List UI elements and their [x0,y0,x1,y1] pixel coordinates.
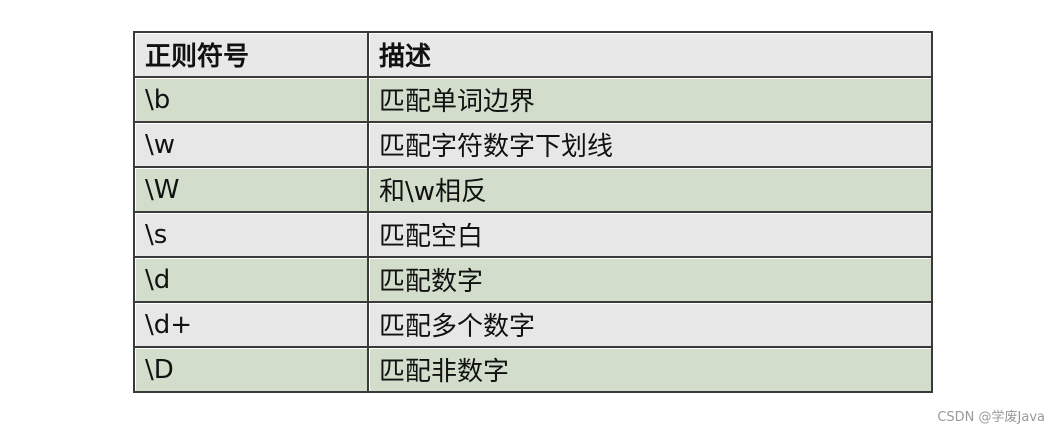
symbol-cell: \d+ [133,301,369,348]
symbol-cell: \D [133,346,369,393]
table-row: \W 和\w相反 [133,166,933,213]
symbol-cell: \s [133,211,369,258]
header-symbol: 正则符号 [133,31,369,78]
description-cell: 和\w相反 [367,166,933,213]
description-cell: 匹配字符数字下划线 [367,121,933,168]
table-row: \d+ 匹配多个数字 [133,301,933,348]
table-row: \d 匹配数字 [133,256,933,303]
symbol-cell: \w [133,121,369,168]
table-row: \D 匹配非数字 [133,346,933,393]
regex-table: 正则符号 描述 \b 匹配单词边界 \w 匹配字符数字下划线 \W 和\w相反 \s 匹… [133,31,933,393]
table-row: \s 匹配空白 [133,211,933,258]
table-row: \b 匹配单词边界 [133,76,933,123]
description-cell: 匹配空白 [367,211,933,258]
symbol-cell: \d [133,256,369,303]
description-cell: 匹配非数字 [367,346,933,393]
symbol-cell: \b [133,76,369,123]
symbol-cell: \W [133,166,369,213]
header-description: 描述 [367,31,933,78]
description-cell: 匹配数字 [367,256,933,303]
header-row: 正则符号 描述 [133,31,933,78]
description-cell: 匹配多个数字 [367,301,933,348]
table-row: \w 匹配字符数字下划线 [133,121,933,168]
watermark: CSDN @学废Java [937,410,1045,425]
description-cell: 匹配单词边界 [367,76,933,123]
